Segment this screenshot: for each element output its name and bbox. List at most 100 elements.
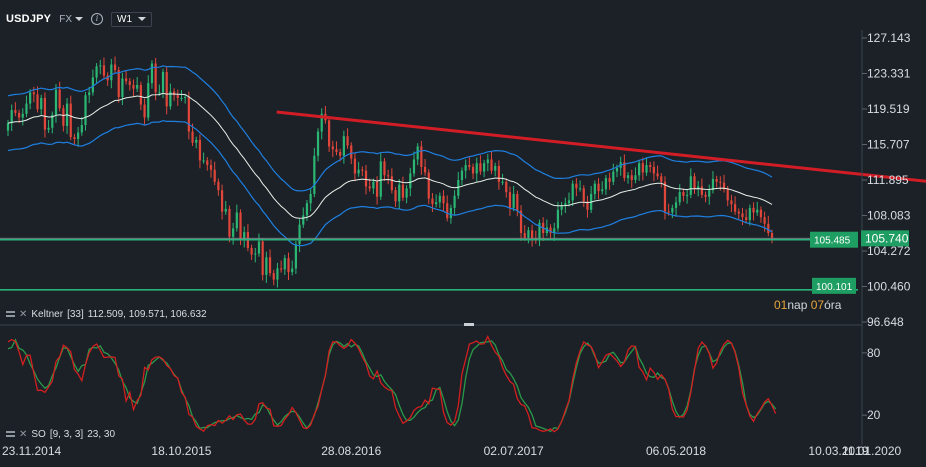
candle xyxy=(54,89,58,115)
settings-lines-icon[interactable] xyxy=(6,310,15,319)
candle xyxy=(224,208,227,212)
trend-line xyxy=(276,110,926,183)
candle xyxy=(394,190,397,202)
x-tick-label: 11.01.2020 xyxy=(842,444,901,458)
candle xyxy=(759,209,763,218)
keltner-values: 112.509, 109.571, 106.632 xyxy=(87,309,207,320)
candle xyxy=(154,63,157,93)
candle xyxy=(560,205,563,210)
candle xyxy=(704,194,707,197)
countdown-hours-unit: óra xyxy=(824,298,842,312)
candle xyxy=(132,84,135,89)
candle xyxy=(538,222,541,241)
candle xyxy=(682,192,685,196)
candle xyxy=(593,183,596,194)
candle xyxy=(475,163,478,174)
candle xyxy=(195,139,198,143)
candle xyxy=(117,70,120,98)
candle xyxy=(549,227,552,234)
candle xyxy=(110,64,113,81)
candle xyxy=(43,98,47,130)
candle xyxy=(770,233,774,238)
candle xyxy=(387,175,390,177)
candle xyxy=(58,89,61,109)
candle xyxy=(748,207,751,221)
keltner-middle-line xyxy=(7,92,773,219)
candle xyxy=(316,131,320,156)
candle xyxy=(36,94,39,110)
chart-toolbar: USDJPY FX i W1 xyxy=(6,10,152,28)
candle xyxy=(623,162,626,179)
candle xyxy=(84,95,87,126)
candle xyxy=(630,175,633,180)
candle xyxy=(47,127,50,130)
candle xyxy=(708,190,711,197)
candle xyxy=(320,113,323,132)
support-badge-text: 100.101 xyxy=(816,282,853,293)
candle xyxy=(641,163,644,173)
keltner-params: [33] xyxy=(67,309,84,320)
candle xyxy=(512,193,515,208)
candle xyxy=(357,169,360,174)
support-badge xyxy=(812,277,856,294)
candle xyxy=(17,112,21,118)
countdown-hours: 07 xyxy=(810,298,825,312)
candle xyxy=(198,139,202,161)
candle xyxy=(733,204,737,212)
candle xyxy=(372,181,375,189)
candle xyxy=(40,98,43,110)
candle xyxy=(483,163,486,172)
candle xyxy=(626,175,630,179)
candle xyxy=(280,268,283,270)
so-y-tick-label: 20 xyxy=(867,408,881,422)
timeframe-selector[interactable]: W1 xyxy=(111,11,152,27)
countdown-days-unit: nap xyxy=(787,298,808,312)
x-tick-label: 10.03.2019 xyxy=(808,444,868,458)
candle xyxy=(176,95,179,99)
candle xyxy=(737,211,740,214)
candle xyxy=(191,131,194,143)
candle xyxy=(32,92,35,95)
candle xyxy=(460,170,464,180)
info-icon[interactable]: i xyxy=(91,13,103,25)
candle xyxy=(700,186,703,195)
candle xyxy=(88,92,91,96)
candle xyxy=(180,98,183,100)
x-tick-label: 18.10.2015 xyxy=(151,444,211,458)
candle xyxy=(412,159,416,174)
close-icon[interactable]: ✕ xyxy=(19,429,28,440)
y-tick-label: 127.143 xyxy=(867,31,911,45)
candle xyxy=(213,169,216,182)
symbol-label[interactable]: USDJPY xyxy=(6,13,52,25)
candle xyxy=(523,233,526,238)
x-tick-label: 06.05.2018 xyxy=(646,444,706,458)
candle xyxy=(302,215,305,225)
countdown-days: 01 xyxy=(774,298,788,312)
candle xyxy=(505,181,508,193)
candle xyxy=(169,91,172,107)
candle xyxy=(128,81,131,85)
candle xyxy=(235,212,238,229)
candle xyxy=(553,228,556,234)
candle xyxy=(21,113,24,118)
candle xyxy=(102,65,106,76)
candle xyxy=(294,244,297,269)
candle xyxy=(763,217,766,224)
candle xyxy=(243,232,246,240)
candle xyxy=(80,125,83,133)
close-icon[interactable]: ✕ xyxy=(19,309,28,320)
candle xyxy=(497,165,500,182)
candle xyxy=(339,152,342,156)
candle xyxy=(479,163,482,172)
candle xyxy=(409,173,412,189)
market-selector[interactable]: FX xyxy=(59,14,83,25)
candle xyxy=(464,165,467,171)
candle xyxy=(305,203,309,216)
so-values: 23, 30 xyxy=(87,429,116,440)
candle xyxy=(564,203,567,206)
settings-lines-icon[interactable] xyxy=(6,430,15,439)
candle xyxy=(254,253,257,255)
candle xyxy=(62,108,65,126)
resize-handle-icon xyxy=(464,323,474,326)
